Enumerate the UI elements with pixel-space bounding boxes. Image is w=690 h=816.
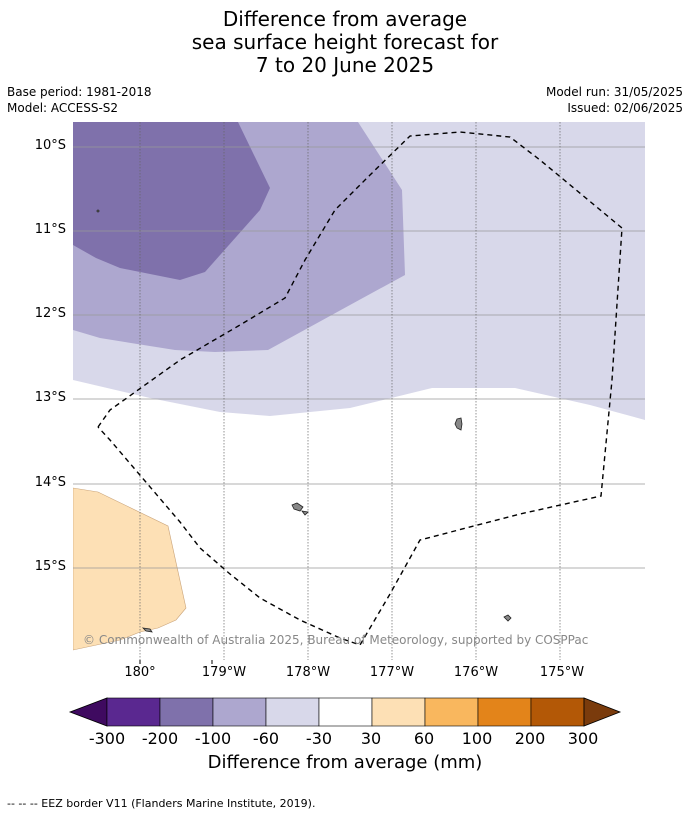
model-run: Model run: 31/05/2025 bbox=[545, 85, 683, 99]
lat-label-13s: 13°S bbox=[34, 390, 66, 405]
island-5 bbox=[141, 627, 153, 633]
issued-date: Issued: 02/06/2025 bbox=[567, 101, 683, 115]
lat-label-12s: 12°S bbox=[34, 306, 66, 321]
map-title: Difference from average sea surface heig… bbox=[0, 8, 690, 77]
colorbar-segment bbox=[318, 697, 373, 727]
lat-label-15s: 15°S bbox=[34, 559, 66, 574]
longitude-gridlines bbox=[139, 122, 561, 660]
title-line-3: 7 to 20 June 2025 bbox=[255, 53, 435, 77]
eez-legend-note: -- -- -- EEZ border V11 (Flanders Marine… bbox=[7, 797, 316, 810]
islands bbox=[96, 209, 512, 633]
colorbar-segment bbox=[530, 697, 585, 727]
lon-label-177w: 177°W bbox=[369, 665, 415, 680]
lon-label-176w: 176°W bbox=[453, 665, 499, 680]
colorbar-tick: -60 bbox=[252, 729, 280, 748]
colorbar-title: Difference from average (mm) bbox=[207, 752, 483, 773]
island-6 bbox=[96, 209, 100, 213]
lon-label-178w: 178°W bbox=[285, 665, 331, 680]
copyright-notice: © Commonwealth of Australia 2025, Bureau… bbox=[83, 633, 589, 647]
colorbar-segment bbox=[371, 697, 426, 727]
lon-label-179w: 179°W bbox=[201, 665, 247, 680]
colorbar-tick: 60 bbox=[413, 729, 435, 748]
colorbar-tick: 30 bbox=[360, 729, 382, 748]
latitude-gridlines bbox=[73, 146, 645, 569]
colorbar-tick: 200 bbox=[514, 729, 546, 748]
anomaly-band-minus100 bbox=[73, 122, 270, 280]
meta-right: Model run: 31/05/2025 Issued: 02/06/2025 bbox=[546, 84, 683, 116]
colorbar-segment bbox=[212, 697, 267, 727]
colorbar-tick: -100 bbox=[194, 729, 232, 748]
map-field bbox=[73, 122, 645, 660]
colorbar-extend-low bbox=[68, 697, 108, 727]
axis-ticks bbox=[139, 660, 213, 664]
colorbar-segment bbox=[424, 697, 479, 727]
colorbar-segment bbox=[477, 697, 532, 727]
base-period: Base period: 1981-2018 bbox=[7, 85, 152, 99]
island-4 bbox=[503, 614, 512, 622]
title-line-1: Difference from average bbox=[222, 7, 468, 31]
lat-label-10s: 10°S bbox=[34, 138, 66, 153]
colorbar-tick: -300 bbox=[88, 729, 126, 748]
anomaly-band-plus30 bbox=[73, 487, 187, 651]
colorbar-extend-high bbox=[583, 697, 622, 727]
lon-label-180: 180° bbox=[124, 665, 156, 680]
colorbar-segment bbox=[265, 697, 320, 727]
island-3 bbox=[301, 510, 309, 516]
lat-label-14s: 14°S bbox=[34, 475, 66, 490]
colorbar-segment bbox=[106, 697, 161, 727]
colorbar-tick: 300 bbox=[567, 729, 599, 748]
island-2 bbox=[291, 502, 304, 512]
island-1 bbox=[454, 417, 463, 431]
colorbar-tick: -30 bbox=[305, 729, 333, 748]
lat-label-11s: 11°S bbox=[34, 222, 66, 237]
lon-label-175w: 175°W bbox=[539, 665, 585, 680]
colorbar-segment bbox=[159, 697, 214, 727]
meta-left: Base period: 1981-2018 Model: ACCESS-S2 bbox=[7, 84, 152, 116]
model-name: Model: ACCESS-S2 bbox=[7, 101, 119, 115]
title-line-2: sea surface height forecast for bbox=[191, 30, 499, 54]
eez-border bbox=[97, 131, 623, 646]
colorbar-tick: -200 bbox=[141, 729, 179, 748]
colorbar bbox=[68, 697, 622, 727]
colorbar-tick: 100 bbox=[461, 729, 493, 748]
